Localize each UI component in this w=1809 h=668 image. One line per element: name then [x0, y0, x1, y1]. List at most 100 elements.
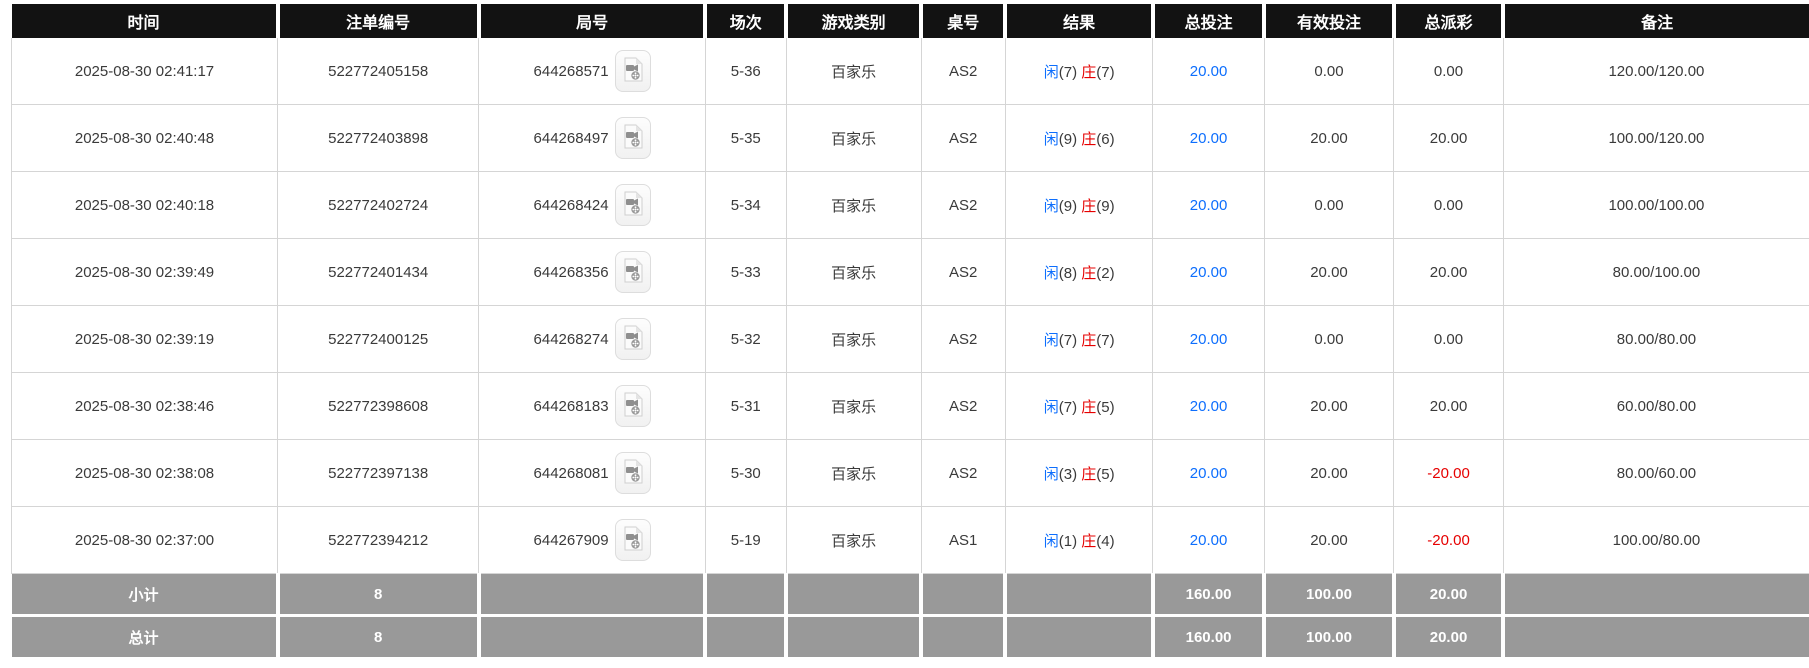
cell-round-no: 644268571	[478, 38, 706, 105]
cell-result	[1003, 614, 1153, 657]
cell-session: 5-34	[704, 171, 787, 239]
cell-session	[703, 614, 787, 657]
bet-time: 2025-08-30 02:39:19	[74, 330, 215, 348]
total-bet-link[interactable]: 20.00	[1189, 196, 1228, 214]
table-number: AS2	[949, 464, 978, 482]
total-bet-link[interactable]: 20.00	[1189, 531, 1228, 549]
total-bet-link[interactable]: 20.00	[1189, 464, 1228, 482]
session-number: 5-30	[730, 464, 761, 482]
remark: 80.00/100.00	[1612, 263, 1701, 281]
cell-round-no: 644268497	[478, 104, 706, 172]
cell-session: 5-30	[704, 439, 787, 507]
session-number: 5-19	[730, 531, 761, 549]
cell-valid-bet: 20.00	[1263, 372, 1395, 440]
player-label: 闲	[1043, 130, 1059, 148]
cell-round-no: 644268274	[478, 305, 706, 373]
cell-remark: 100.00/120.00	[1502, 104, 1809, 172]
bet-time: 2025-08-30 02:40:18	[74, 196, 215, 214]
player-label: 闲	[1043, 532, 1059, 550]
cell-remark: 100.00/100.00	[1502, 171, 1809, 239]
table-row: 2025-08-30 02:39:49 522772401434 644268356…	[10, 238, 1809, 306]
cell-bet-id: 522772398608	[277, 372, 480, 440]
cell-total-payout: 0.00	[1393, 171, 1504, 239]
banker-score: (5)	[1096, 465, 1115, 483]
player-score: (7)	[1058, 398, 1078, 416]
banker-score: (4)	[1096, 532, 1115, 550]
cell-result: 闲(7) 庄(7)	[1004, 305, 1154, 373]
table-number: AS2	[949, 330, 978, 348]
table-row: 2025-08-30 02:40:18 522772402724 644268424…	[10, 171, 1809, 239]
total-bet-link[interactable]: 20.00	[1189, 397, 1228, 415]
cell-session: 5-32	[704, 305, 787, 373]
game-type: 百家乐	[831, 197, 877, 215]
total-bet-link[interactable]: 20.00	[1189, 62, 1228, 80]
column-header-result: 结果	[1003, 4, 1153, 38]
total-payout: -20.00	[1427, 464, 1470, 482]
bet-time: 2025-08-30 02:38:46	[74, 397, 215, 415]
summary-label: 总计	[11, 614, 278, 657]
cell-round-no: 644268183	[478, 372, 706, 440]
banker-label: 庄	[1081, 264, 1097, 282]
video-replay-icon	[622, 124, 644, 153]
player-score: (1)	[1058, 532, 1078, 550]
cell-total-payout: -20.00	[1393, 506, 1504, 574]
cell-total-bet: 20.00	[1152, 506, 1265, 574]
summary-count: 8	[275, 573, 479, 616]
cell-total-bet: 20.00	[1152, 439, 1265, 507]
game-type: 百家乐	[831, 264, 877, 282]
table-number: AS2	[949, 397, 978, 415]
cell-total-payout: -20.00	[1393, 439, 1504, 507]
cell-time: 2025-08-30 02:38:46	[10, 372, 279, 440]
video-replay-button[interactable]	[614, 452, 651, 494]
bet-id: 522772403898	[328, 129, 429, 147]
cell-valid-bet: 20.00	[1263, 439, 1395, 507]
game-type: 百家乐	[831, 130, 877, 148]
column-header-valid_bet: 有效投注	[1262, 4, 1394, 38]
cell-session: 5-36	[704, 38, 787, 105]
banker-label: 庄	[1081, 532, 1097, 550]
video-replay-button[interactable]	[614, 50, 651, 92]
video-replay-button[interactable]	[614, 117, 651, 159]
column-header-session: 场次	[703, 4, 787, 38]
video-replay-button[interactable]	[614, 251, 651, 293]
game-type: 百家乐	[831, 532, 877, 550]
cell-session	[703, 573, 787, 616]
table-number: AS1	[949, 531, 978, 549]
cell-valid-bet: 0.00	[1263, 305, 1395, 373]
remark: 120.00/120.00	[1608, 62, 1705, 80]
summary-valid-bet: 100.00	[1262, 614, 1394, 657]
game-result: 闲(7) 庄(7)	[1044, 332, 1115, 349]
session-number: 5-31	[730, 397, 761, 415]
bet-time: 2025-08-30 02:38:08	[74, 464, 215, 482]
cell-table-no	[918, 573, 1006, 616]
summary-total-payout: 20.00	[1391, 614, 1504, 657]
cell-time: 2025-08-30 02:38:08	[10, 439, 279, 507]
cell-remark	[1501, 573, 1809, 616]
cell-game-type: 百家乐	[785, 305, 922, 373]
column-header-remark: 备注	[1501, 4, 1809, 38]
cell-round-no	[476, 614, 706, 657]
cell-session: 5-33	[704, 238, 787, 306]
video-replay-button[interactable]	[614, 519, 651, 561]
total-bet-link[interactable]: 20.00	[1189, 129, 1228, 147]
video-replay-button[interactable]	[614, 318, 651, 360]
video-replay-button[interactable]	[614, 184, 651, 226]
cell-round-no: 644268356	[478, 238, 706, 306]
cell-remark: 120.00/120.00	[1502, 38, 1809, 105]
banker-score: (5)	[1096, 398, 1115, 416]
cell-total-bet: 20.00	[1152, 305, 1265, 373]
banker-score: (2)	[1096, 264, 1115, 282]
video-replay-icon	[622, 459, 644, 488]
bet-time: 2025-08-30 02:40:48	[74, 129, 215, 147]
video-replay-button[interactable]	[614, 385, 651, 427]
remark: 60.00/80.00	[1616, 397, 1697, 415]
round-number: 644267909	[533, 531, 609, 549]
cell-remark: 100.00/80.00	[1502, 506, 1809, 574]
player-score: (7)	[1058, 63, 1078, 81]
cell-bet-id: 522772405158	[277, 38, 480, 105]
total-bet-link[interactable]: 20.00	[1189, 263, 1228, 281]
game-type: 百家乐	[831, 331, 877, 349]
round-number: 644268274	[533, 330, 609, 348]
total-bet-link[interactable]: 20.00	[1189, 330, 1228, 348]
